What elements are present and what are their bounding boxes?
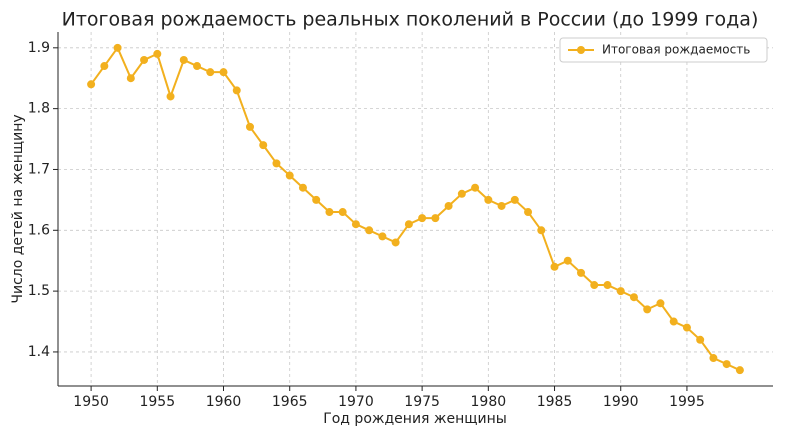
point — [126, 74, 135, 83]
point — [325, 208, 334, 217]
x-axis-label: Год рождения женщины — [323, 411, 507, 427]
point — [550, 262, 559, 271]
y-tick-label: 1.8 — [28, 101, 50, 117]
y-axis-label: Число детей на женщину — [10, 114, 26, 303]
point — [497, 201, 506, 210]
y-tick-label: 1.5 — [28, 283, 50, 299]
point — [444, 201, 453, 210]
y-tick-label: 1.4 — [28, 344, 50, 360]
point — [245, 122, 254, 131]
point — [87, 80, 96, 89]
point — [735, 366, 744, 375]
point — [722, 360, 731, 369]
x-tick-label: 1955 — [139, 394, 175, 410]
point — [524, 208, 533, 217]
x-tick-label: 1990 — [603, 394, 639, 410]
legend-box — [559, 37, 768, 63]
x-tick-label: 1960 — [206, 394, 242, 410]
point — [100, 62, 109, 71]
y-tick-label: 1.6 — [28, 222, 50, 238]
point — [563, 256, 572, 265]
point — [113, 43, 122, 52]
point — [696, 335, 705, 344]
point — [179, 55, 188, 64]
point — [338, 208, 347, 217]
point — [629, 293, 638, 302]
x-tick-label: 1950 — [73, 394, 109, 410]
x-tick-label: 1985 — [537, 394, 573, 410]
point — [193, 62, 202, 71]
x-tick-label: 1970 — [338, 394, 374, 410]
x-tick-label: 1965 — [272, 394, 308, 410]
x-tick-label: 1975 — [404, 394, 440, 410]
point — [206, 68, 215, 77]
point — [272, 159, 281, 168]
point — [166, 92, 175, 101]
point — [232, 86, 241, 95]
point — [140, 55, 149, 64]
legend-marker — [577, 46, 585, 54]
point — [219, 68, 228, 77]
point — [643, 305, 652, 314]
point — [153, 49, 162, 58]
legend-label: Итоговая рождаемость — [602, 43, 750, 57]
point — [431, 214, 440, 223]
point — [298, 183, 307, 192]
point — [259, 141, 268, 150]
point — [656, 299, 665, 308]
point — [312, 195, 321, 204]
y-tick-label: 1.9 — [28, 40, 50, 56]
point — [590, 281, 599, 290]
point — [682, 323, 691, 332]
point — [537, 226, 546, 235]
point — [669, 317, 678, 326]
point — [709, 354, 718, 363]
point — [510, 195, 519, 204]
point — [471, 183, 480, 192]
line — [90, 45, 741, 372]
point — [484, 195, 493, 204]
point — [285, 171, 294, 180]
x-tick-label: 1980 — [471, 394, 507, 410]
chart-title: Итоговая рождаемость реальных поколений … — [62, 9, 759, 31]
point — [603, 281, 612, 290]
point — [457, 189, 466, 198]
point — [577, 268, 586, 277]
point — [365, 226, 374, 235]
point — [378, 232, 387, 241]
x-tick-label: 1995 — [669, 394, 705, 410]
point — [418, 214, 427, 223]
point — [351, 220, 360, 229]
y-tick-label: 1.7 — [28, 161, 50, 177]
point — [404, 220, 413, 229]
point — [391, 238, 400, 247]
point — [616, 287, 625, 296]
